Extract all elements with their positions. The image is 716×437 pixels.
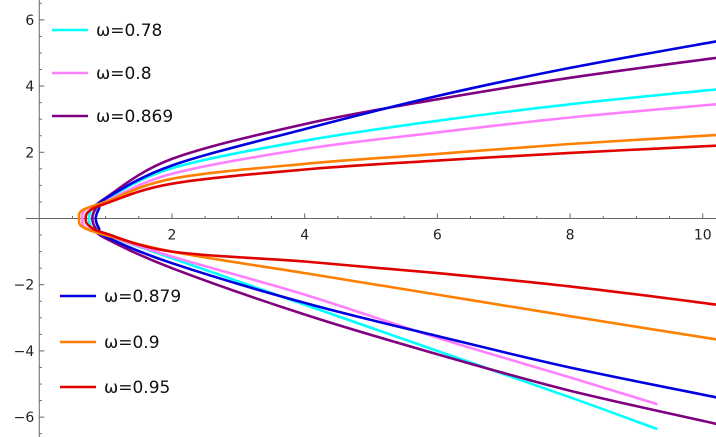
y-tick-label: 4 [25,79,34,95]
chart-curves [77,40,716,430]
legend-label-3: ω=0.879 [104,287,181,307]
chart-legend: ω=0.78 ω=0.8 ω=0.869 ω=0.879 ω=0.9 ω=0.95 [52,21,181,398]
x-tick-label: 10 [694,228,712,244]
legend-label-1: ω=0.8 [96,64,152,84]
series-line-4 [77,133,716,341]
x-tick-label: 8 [566,228,575,244]
y-tick-label: −4 [14,344,35,360]
legend-label-0: ω=0.78 [96,21,162,41]
series-line-5 [84,144,716,306]
legend-label-2: ω=0.869 [96,107,173,127]
x-tick-label: 4 [300,228,309,244]
legend-label-4: ω=0.9 [104,333,160,353]
series-line-2 [91,56,716,426]
y-tick-label: 2 [25,145,34,161]
y-tick-label: −6 [14,410,35,426]
series-line-0 [87,88,716,430]
x-tick-label: 6 [433,228,442,244]
legend-label-5: ω=0.95 [104,378,170,398]
y-tick-label: −2 [14,278,35,294]
x-tick-label: 2 [168,228,177,244]
chart-axes: 2 4 6 8 10 −6 −4 −2 2 4 6 [14,0,716,437]
series-line-3 [94,40,716,399]
y-tick-label: 6 [25,13,34,29]
